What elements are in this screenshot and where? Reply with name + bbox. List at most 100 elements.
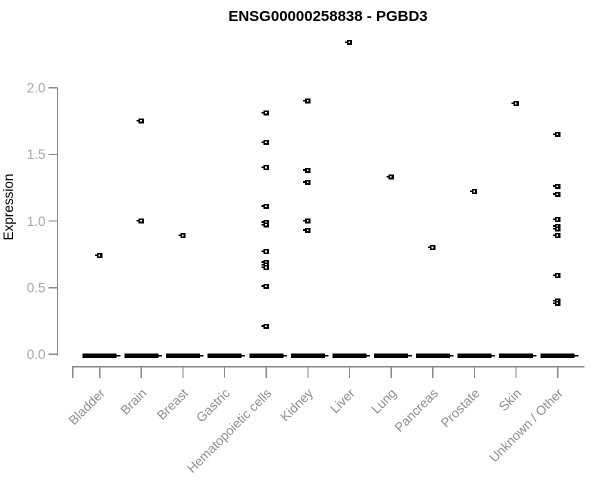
zero-cluster-bar-nub [199, 354, 204, 357]
data-point [136, 218, 145, 224]
x-tick [265, 366, 267, 379]
data-point-hole [265, 325, 267, 327]
data-point-whisker [553, 302, 556, 305]
data-point-hole [556, 225, 559, 227]
x-tick [348, 366, 351, 379]
x-category-label: Bladder [66, 385, 109, 428]
data-point-hole [265, 250, 267, 253]
data-point-hole [265, 266, 267, 269]
data-point-whisker [553, 185, 556, 187]
data-point [344, 39, 353, 45]
data-point-hole [431, 246, 434, 249]
data-point [261, 219, 269, 225]
data-point [303, 167, 311, 173]
data-point [553, 183, 561, 189]
x-category-label: Breast [154, 385, 191, 422]
y-tick [48, 287, 57, 289]
data-point-whisker [261, 266, 264, 269]
data-marks [82, 39, 579, 358]
x-tick [99, 366, 101, 379]
data-point-whisker [553, 299, 556, 302]
data-point-hole [265, 221, 267, 223]
zero-cluster-bar-nub [574, 354, 579, 357]
data-point-whisker [553, 193, 556, 195]
data-point-whisker [261, 111, 264, 114]
data-point-hole [556, 193, 559, 195]
x-tick [390, 366, 392, 379]
data-point-hole [140, 120, 142, 122]
data-point-whisker [553, 133, 556, 135]
x-category-label: Liver [327, 385, 358, 416]
data-point-whisker [511, 102, 514, 105]
data-point-whisker [136, 119, 139, 122]
data-point-hole [306, 181, 309, 183]
data-point [261, 262, 269, 268]
data-point-hole [348, 41, 351, 43]
data-point-hole [98, 254, 101, 257]
data-point-whisker [261, 141, 264, 143]
data-point-whisker [261, 221, 264, 223]
data-point-hole [390, 176, 392, 178]
zero-cluster-bar-nub [158, 354, 162, 357]
zero-cluster-bar-nub [449, 354, 454, 357]
data-point-whisker [261, 166, 264, 169]
data-point-hole [265, 166, 267, 169]
data-point-hole [265, 223, 267, 226]
zero-cluster-bar-nub [533, 354, 537, 357]
x-category-label: Lung [368, 386, 399, 417]
data-point [553, 301, 561, 307]
data-point [469, 189, 478, 195]
data-point [178, 233, 186, 239]
axis-tick-labels: 0.0 0.5 1.0 1.5 2.0 Bladder Brain Breast Gastric… [27, 81, 567, 476]
axes [48, 87, 585, 379]
data-point [553, 298, 561, 304]
data-point [261, 110, 269, 116]
data-point [303, 179, 311, 185]
data-point-hole [473, 190, 475, 193]
x-axis-line [72, 366, 585, 368]
data-point-hole [140, 220, 142, 222]
zero-cluster-bar [82, 353, 117, 358]
zero-cluster-bar [499, 353, 534, 358]
data-point-hole [556, 302, 559, 305]
x-category-label: Gastric [193, 385, 233, 425]
zero-cluster-bar [374, 353, 409, 358]
data-point-whisker [303, 229, 306, 231]
y-tick [48, 153, 57, 155]
data-point-whisker [261, 325, 264, 327]
data-point [303, 218, 311, 224]
data-point-hole [306, 229, 309, 231]
data-point-hole [265, 141, 267, 143]
data-point [261, 283, 269, 289]
data-point-hole [556, 274, 559, 277]
data-point-whisker [553, 234, 556, 237]
data-point-hole [556, 299, 559, 302]
x-category-label: Brain [117, 386, 149, 418]
zero-cluster-bar [415, 353, 450, 358]
data-point-whisker [469, 190, 472, 193]
zero-cluster-bar [290, 353, 325, 358]
data-point-whisker [303, 181, 306, 183]
data-point [261, 265, 269, 271]
data-point [261, 203, 269, 209]
data-point [553, 233, 561, 239]
data-point-whisker [261, 205, 264, 207]
zero-cluster-bar-nub [366, 354, 371, 357]
data-point-whisker [261, 263, 264, 266]
data-point-hole [306, 220, 309, 222]
data-point [386, 174, 394, 180]
x-axis-endcap [72, 366, 74, 379]
data-point-whisker [261, 285, 264, 287]
x-category-label: Prostate [438, 386, 483, 431]
data-point-whisker [553, 227, 556, 230]
y-tick [48, 220, 57, 222]
chart-title: ENSG00000258838 - PGBD3 [228, 8, 427, 25]
x-category-label: Skin [496, 386, 524, 414]
x-tick [224, 366, 226, 379]
data-point-hole [306, 169, 309, 171]
data-point-hole [265, 112, 267, 114]
data-point [261, 249, 269, 255]
data-point-hole [265, 285, 267, 287]
